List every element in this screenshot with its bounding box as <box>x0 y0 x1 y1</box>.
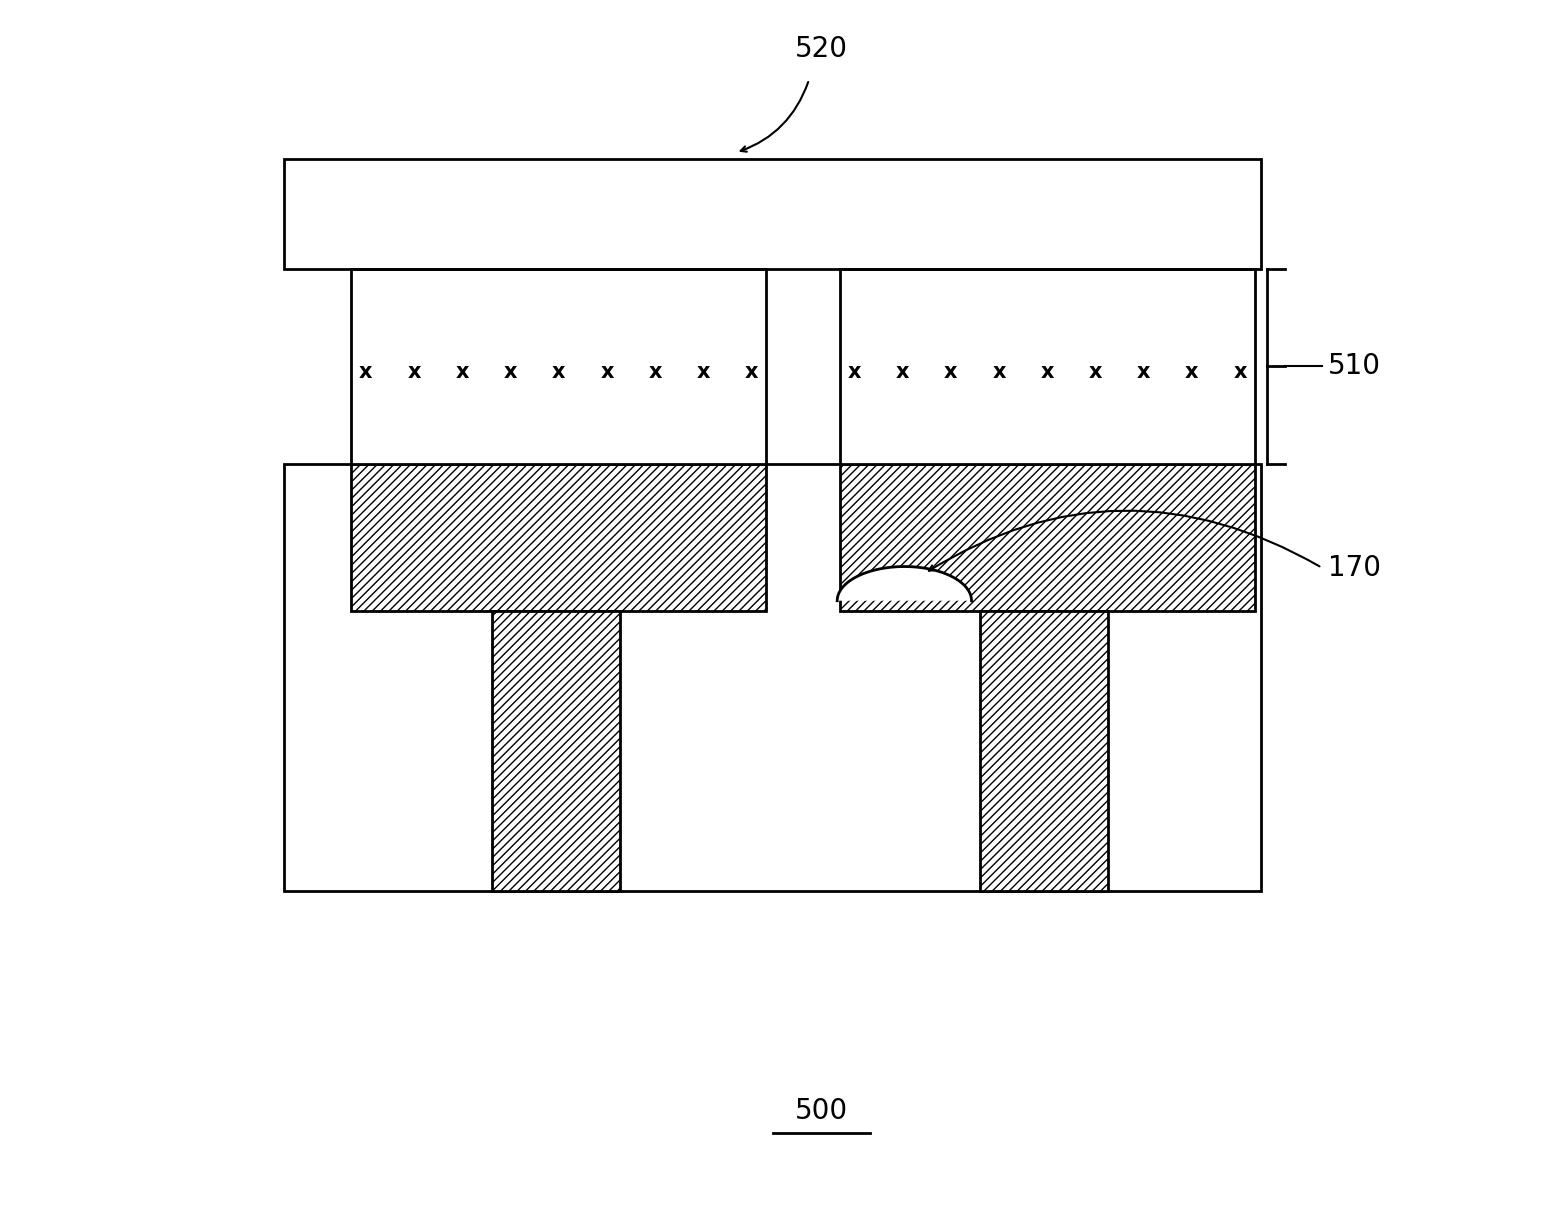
Text: x: x <box>1089 363 1102 382</box>
Bar <box>491 610 620 891</box>
Text: 170: 170 <box>1329 554 1381 581</box>
Bar <box>839 269 1255 350</box>
Text: 510: 510 <box>1329 353 1381 380</box>
Bar <box>284 159 1261 269</box>
Text: x: x <box>1137 363 1151 382</box>
Bar <box>980 610 1108 891</box>
Text: x: x <box>848 363 861 382</box>
Text: x: x <box>745 363 759 382</box>
Text: x: x <box>1040 363 1054 382</box>
Text: x: x <box>552 363 565 382</box>
Bar <box>839 393 1255 464</box>
Bar <box>351 464 766 610</box>
Text: x: x <box>601 363 613 382</box>
Text: x: x <box>1185 363 1199 382</box>
Text: x: x <box>649 363 663 382</box>
Text: x: x <box>1233 363 1247 382</box>
Text: x: x <box>358 363 372 382</box>
Text: x: x <box>456 363 470 382</box>
Bar <box>351 350 766 393</box>
Text: 500: 500 <box>794 1098 848 1125</box>
Text: x: x <box>944 363 958 382</box>
Bar <box>839 464 1255 610</box>
Text: x: x <box>504 363 518 382</box>
Text: 520: 520 <box>794 35 848 62</box>
Text: x: x <box>697 363 711 382</box>
Polygon shape <box>837 567 972 601</box>
Bar <box>284 464 1261 891</box>
Bar <box>351 269 766 350</box>
Text: x: x <box>992 363 1006 382</box>
Bar <box>839 350 1255 393</box>
Text: x: x <box>896 363 910 382</box>
Bar <box>351 393 766 464</box>
Text: x: x <box>408 363 420 382</box>
